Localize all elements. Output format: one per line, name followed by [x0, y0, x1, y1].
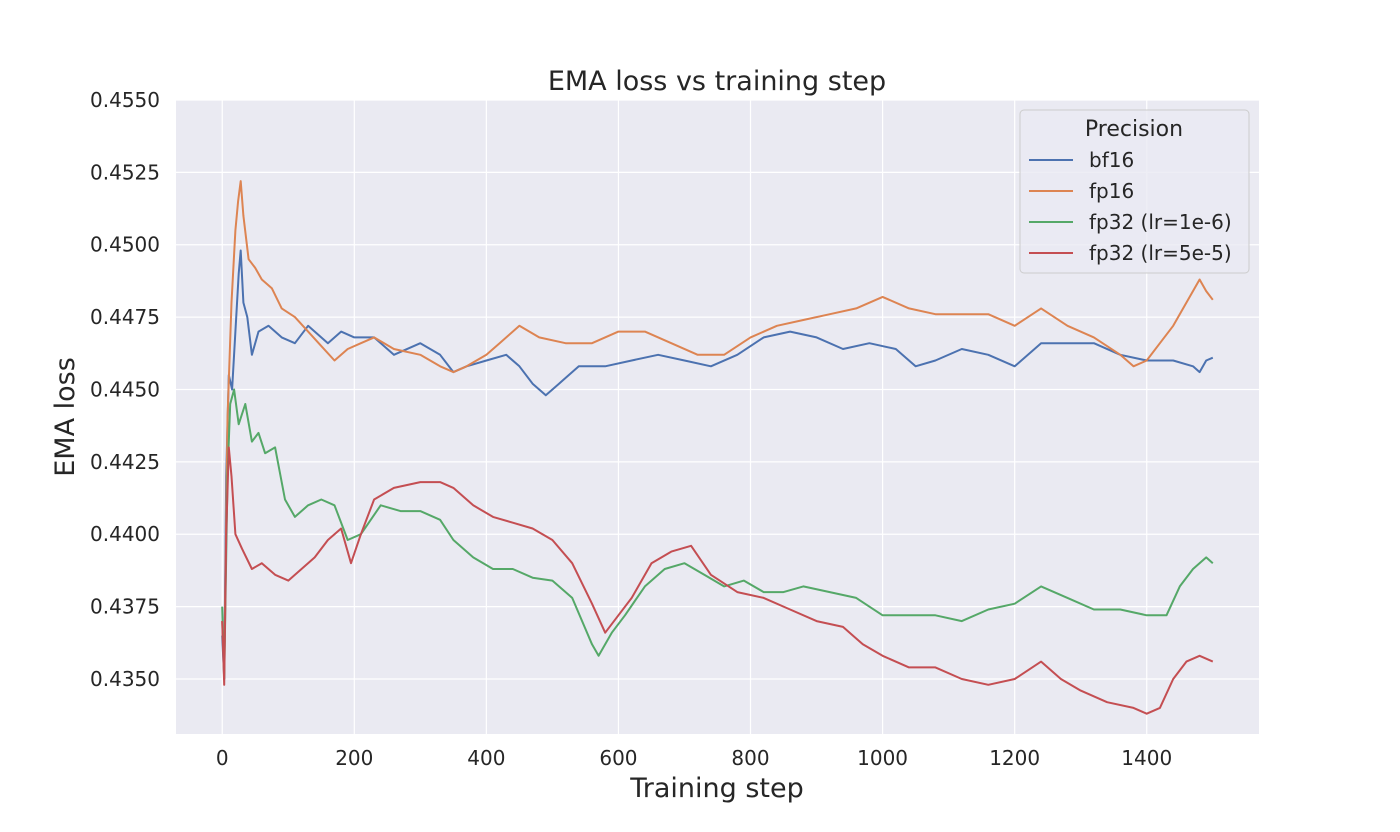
y-tick-label: 0.4400: [90, 522, 160, 546]
legend-entry: fp32 (lr=5e-5): [1089, 241, 1232, 265]
chart-title: EMA loss vs training step: [548, 66, 886, 97]
x-axis-label: Training step: [629, 773, 804, 804]
y-tick-label: 0.4525: [90, 160, 160, 184]
y-tick-label: 0.4500: [90, 233, 160, 257]
y-tick-label: 0.4350: [90, 667, 160, 691]
series-line-1: [221, 249, 1214, 680]
y-tick-label: 0.4375: [90, 595, 160, 619]
x-tick-label: 1000: [857, 746, 908, 770]
legend-entry: bf16: [1089, 148, 1134, 172]
legend-entry: fp16: [1089, 179, 1134, 203]
y-tick-label: 0.4550: [90, 88, 160, 112]
legend-title: Precision: [1085, 117, 1183, 142]
x-tick-label: 400: [467, 746, 505, 770]
x-tick-labels: 0 200 400 600 800 1000 1200 1400: [216, 746, 1172, 770]
x-tick-label: 200: [335, 746, 373, 770]
y-tick-labels: 0.4350 0.4375 0.4400 0.4425 0.4450 0.4475 0.45…: [90, 88, 160, 691]
x-tick-label: 1400: [1121, 746, 1172, 770]
y-axis-label: EMA loss: [50, 357, 81, 477]
series-line-3: [221, 388, 1214, 680]
legend: Precision bf16 fp16 fp32 (lr=1e-6) fp32 (lr…: [1019, 109, 1250, 274]
y-tick-label: 0.4425: [90, 450, 160, 474]
legend-entry: fp32 (lr=1e-6): [1089, 210, 1232, 234]
series-lines: [221, 180, 1214, 715]
x-tick-label: 1200: [989, 746, 1040, 770]
series-line-2: [221, 180, 1214, 675]
x-tick-label: 0: [216, 746, 229, 770]
x-tick-label: 800: [731, 746, 769, 770]
series-line-4: [221, 446, 1214, 715]
y-tick-label: 0.4450: [90, 377, 160, 401]
legend-box: [1019, 109, 1250, 274]
y-tick-label: 0.4475: [90, 305, 160, 329]
x-tick-label: 600: [599, 746, 637, 770]
